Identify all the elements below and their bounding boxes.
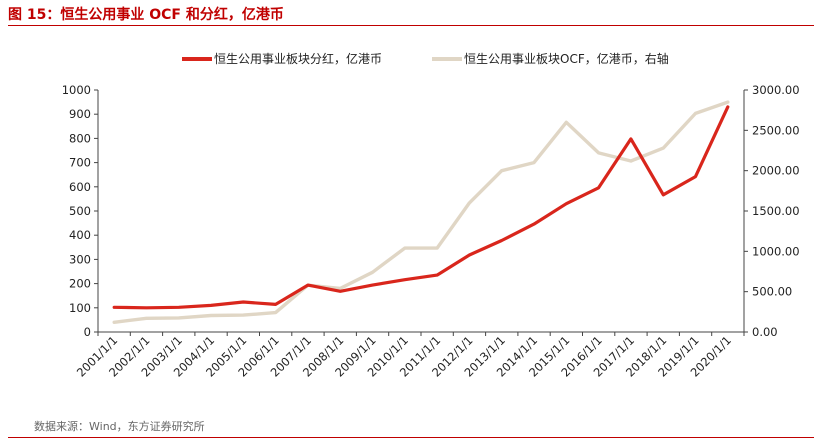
y-left-tick-label: 0 xyxy=(84,325,91,339)
series-line-dividend xyxy=(112,105,730,310)
series-line-ocf xyxy=(112,100,730,324)
y-left-tick-label: 200 xyxy=(69,277,91,291)
y-left-tick-label: 800 xyxy=(69,131,91,145)
figure-title: 图 15：恒生公用事业 OCF 和分红，亿港币 xyxy=(8,7,284,23)
y-left-tick-label: 600 xyxy=(69,180,91,194)
axes: 0 100 200 300 400 500 600 700 800 900 1000 0.00 500.… xyxy=(62,83,800,380)
y-right-tick-label: 500.00 xyxy=(752,285,792,299)
y-right-tick-label: 2500.00 xyxy=(752,123,800,137)
y-left-tick-label: 300 xyxy=(69,252,91,266)
series-layer xyxy=(112,100,730,324)
y-left-tick-label: 700 xyxy=(69,156,91,170)
y-left-tick-label: 900 xyxy=(69,107,91,121)
y-right-tick-label: 2000.00 xyxy=(752,164,800,178)
legend: 恒生公用事业板块分红，亿港币 恒生公用事业板块OCF，亿港币，右轴 xyxy=(182,51,669,66)
y-right-tick-label: 1500.00 xyxy=(752,204,800,218)
y-right-tick-label: 3000.00 xyxy=(752,83,800,97)
y-left-tick-label: 400 xyxy=(69,228,91,242)
y-left-tick-label: 1000 xyxy=(62,83,91,97)
source-note: 数据来源：Wind，东方证券研究所 xyxy=(34,420,205,433)
title-rule xyxy=(8,25,814,26)
y-left-tick-label: 100 xyxy=(69,301,91,315)
bottom-rule xyxy=(8,437,814,438)
y-left-tick-label: 500 xyxy=(69,204,91,218)
y-right-tick-label: 1000.00 xyxy=(752,244,800,258)
legend-label-dividend: 恒生公用事业板块分红，亿港币 xyxy=(214,51,382,66)
legend-label-ocf: 恒生公用事业板块OCF，亿港币，右轴 xyxy=(464,51,669,66)
y-right-tick-label: 0.00 xyxy=(752,325,778,339)
